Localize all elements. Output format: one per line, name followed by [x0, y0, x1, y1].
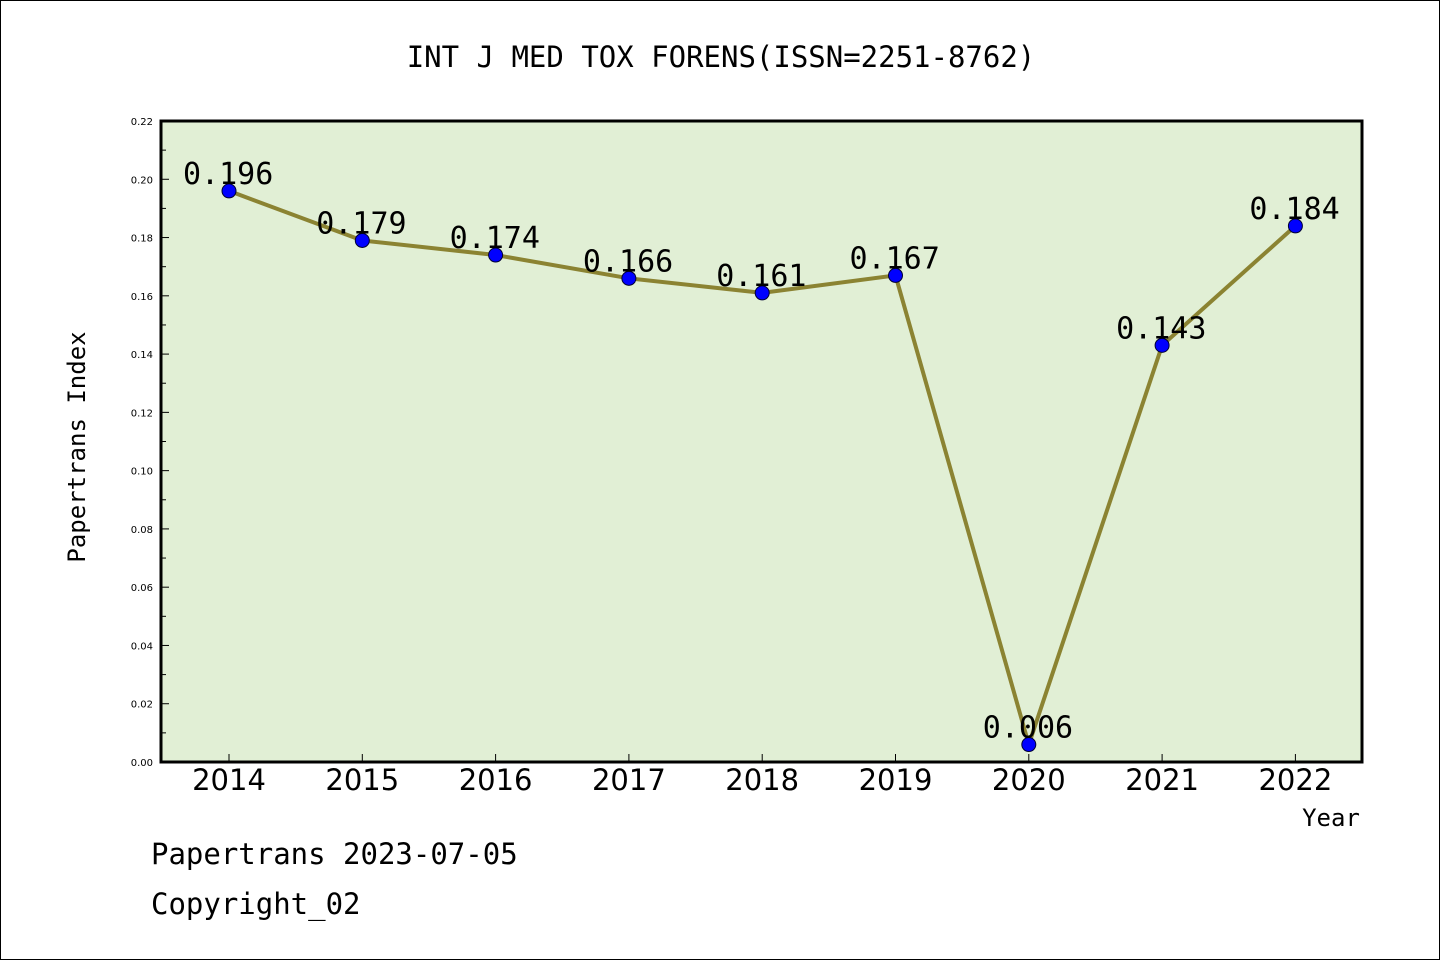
y-tick-label: 0.04: [131, 641, 153, 652]
data-point: [621, 270, 637, 286]
y-tick-label: 0.14: [131, 350, 153, 361]
y-axis-label: Papertrans Index: [63, 331, 91, 562]
footer-date: Papertrans 2023-07-05: [151, 837, 518, 871]
y-tick-label: 0.10: [131, 467, 153, 478]
x-tick-label: 2022: [1258, 763, 1332, 797]
data-point: [888, 267, 903, 283]
y-tick-label: 0.00: [131, 758, 153, 769]
x-tick-label: 2014: [192, 763, 266, 797]
data-label: 0.184: [1249, 192, 1339, 227]
data-point: [1021, 737, 1037, 753]
data-label: 0.006: [983, 711, 1073, 746]
y-tick-label: 0.02: [131, 700, 153, 711]
data-point: [1154, 337, 1170, 353]
data-label: 0.143: [1116, 311, 1206, 346]
x-tick-label: 2016: [459, 763, 533, 797]
y-tick-label: 0.22: [131, 117, 153, 128]
data-label: 0.196: [183, 157, 273, 192]
data-point: [221, 183, 237, 199]
data-point: [488, 247, 504, 263]
x-tick-label: 2021: [1125, 763, 1199, 797]
y-tick-label: 0.12: [131, 408, 153, 419]
y-tick-label: 0.16: [131, 292, 153, 303]
x-tick-label: 2017: [592, 763, 666, 797]
y-tick-label: 0.06: [131, 583, 153, 594]
data-label: 0.179: [316, 206, 406, 241]
data-label: 0.174: [450, 221, 540, 256]
y-tick-label: 0.20: [131, 175, 153, 186]
x-tick-label: 2018: [725, 763, 799, 797]
footer-copyright: Copyright_02: [151, 887, 361, 921]
y-tick-label: 0.18: [131, 234, 153, 245]
data-label: 0.167: [850, 241, 940, 276]
data-label: 0.166: [583, 244, 673, 279]
plot-background: [161, 121, 1362, 762]
x-axis-label: Year: [1302, 804, 1360, 832]
x-tick-label: 2020: [992, 763, 1066, 797]
plot-border: [159, 119, 1364, 764]
data-point: [754, 285, 770, 301]
data-point: [1287, 218, 1303, 234]
data-label: 0.161: [716, 259, 806, 294]
y-tick-label: 0.08: [131, 525, 153, 536]
data-point: [354, 232, 370, 248]
x-tick-label: 2015: [325, 763, 399, 797]
chart-title: INT J MED TOX FORENS(ISSN=2251-8762): [407, 40, 1036, 74]
x-tick-label: 2019: [859, 763, 933, 797]
